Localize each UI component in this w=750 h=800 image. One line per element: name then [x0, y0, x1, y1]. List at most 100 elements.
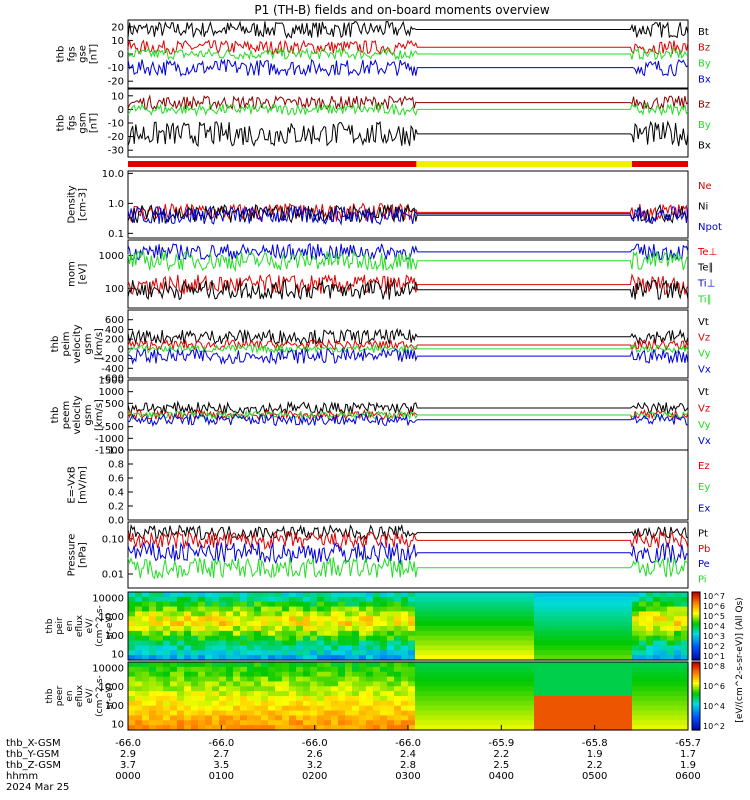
spectrogram-cell: [506, 696, 514, 702]
spectrogram-cell: [534, 626, 542, 632]
x-tick-label: 1.9: [680, 760, 696, 771]
spectrogram-cell: [198, 630, 206, 637]
spectrogram-cell: [282, 676, 290, 683]
colorbar-cell: [692, 700, 700, 704]
spectrogram-cell: [583, 630, 591, 637]
colorbar-cell: [692, 668, 700, 672]
y-axis-label: peer: [55, 685, 65, 706]
x-row-label: thb_Z-GSM: [6, 760, 61, 771]
spectrogram-cell: [275, 601, 283, 608]
spectrogram-cell: [611, 640, 619, 647]
spectrogram-cell: [625, 655, 633, 661]
spectrogram-cell: [660, 621, 668, 627]
spectrogram-cell: [674, 655, 682, 661]
spectrogram-cell: [149, 691, 157, 697]
spectrogram-cell: [562, 640, 570, 647]
spectrogram-cell: [212, 621, 220, 627]
spectrogram-cell: [471, 691, 479, 697]
spectrogram-cell: [394, 630, 402, 637]
legend-By: By: [698, 120, 711, 131]
spectrogram-cell: [422, 611, 430, 617]
spectrogram-cell: [527, 640, 535, 647]
spectrogram-cell: [562, 626, 570, 632]
spectrogram-cell: [345, 645, 353, 651]
spectrogram-cell: [597, 710, 605, 717]
spectrogram-cell: [534, 616, 542, 622]
spectrogram-cell: [520, 720, 528, 726]
spectrogram-cell: [156, 715, 164, 721]
spectrogram-cell: [681, 650, 689, 656]
spectrogram-cell: [177, 696, 185, 702]
spectrogram-cell: [233, 640, 241, 647]
colorbar-cell: [692, 677, 700, 681]
spectrogram-cell: [135, 715, 143, 721]
spectrogram-cell: [429, 705, 437, 712]
spectrogram-cell: [184, 596, 192, 603]
spectrogram-cell: [541, 681, 549, 687]
spectrogram-cell: [548, 686, 556, 692]
x-tick-label: 0100: [209, 771, 234, 782]
spectrogram-cell: [576, 720, 584, 726]
spectrogram-cell: [464, 681, 472, 687]
spectrogram-cell: [219, 681, 227, 687]
spectrogram-cell: [513, 611, 521, 617]
x-tick-label: -65.9: [488, 738, 514, 749]
spectrogram-cell: [611, 666, 619, 673]
colorbar-cell: [692, 612, 700, 616]
spectrogram-cell: [156, 686, 164, 692]
spectrogram-cell: [450, 700, 458, 707]
spectrogram-cell: [667, 705, 675, 712]
spectrogram-cell: [198, 626, 206, 632]
spectrogram-cell: [478, 611, 486, 617]
spectrogram-cell: [205, 676, 213, 683]
spectrogram-cell: [408, 640, 416, 647]
spectrogram-cell: [163, 630, 171, 637]
series-line-Ti∥: [127, 250, 689, 273]
spectrogram-cell: [156, 720, 164, 726]
spectrogram-cell: [219, 626, 227, 632]
spectrogram-cell: [681, 666, 689, 673]
spectrogram-cell: [324, 616, 332, 622]
spectrogram-cell: [324, 626, 332, 632]
spectrogram-cell: [387, 596, 395, 603]
spectrogram-cell: [401, 606, 409, 613]
spectrogram-cell: [667, 601, 675, 608]
spectrogram-cell: [681, 611, 689, 617]
spectrogram-cell: [296, 655, 304, 661]
spectrogram-cell: [464, 655, 472, 661]
spectrogram-cell: [331, 616, 339, 622]
spectrogram-cell: [653, 725, 661, 731]
spectrogram-cell: [275, 705, 283, 712]
spectrogram-cell: [632, 616, 640, 622]
spectrogram-cell: [261, 691, 269, 697]
y-tick-label: -1500: [95, 446, 124, 457]
spectrogram-cell: [471, 720, 479, 726]
spectrogram-cell: [618, 616, 626, 622]
spectrogram-cell: [653, 715, 661, 721]
spectrogram-cell: [569, 666, 577, 673]
spectrogram-cell: [338, 681, 346, 687]
spectrogram-cell: [653, 671, 661, 678]
spectrogram-cell: [653, 650, 661, 656]
spectrogram-cell: [282, 671, 290, 678]
spectrogram-cell: [254, 725, 262, 731]
spectrogram-cell: [261, 640, 269, 647]
spectrogram-cell: [436, 710, 444, 717]
spectrogram-cell: [254, 720, 262, 726]
spectrogram-cell: [387, 616, 395, 622]
spectrogram-cell: [478, 671, 486, 678]
spectrogram-cell: [555, 662, 563, 668]
spectrogram-cell: [478, 710, 486, 717]
spectrogram-cell: [492, 650, 500, 656]
spectrogram-cell: [450, 650, 458, 656]
spectrogram-cell: [268, 700, 276, 707]
spectrogram-cell: [429, 596, 437, 603]
spectrogram-cell: [163, 616, 171, 622]
spectrogram-cell: [639, 715, 647, 721]
spectrogram-cell: [331, 715, 339, 721]
spectrogram-cell: [499, 640, 507, 647]
x-tick-label: -66.0: [115, 738, 141, 749]
spectrogram-cell: [639, 705, 647, 712]
spectrogram-cell: [163, 676, 171, 683]
spectrogram-cell: [625, 616, 633, 622]
